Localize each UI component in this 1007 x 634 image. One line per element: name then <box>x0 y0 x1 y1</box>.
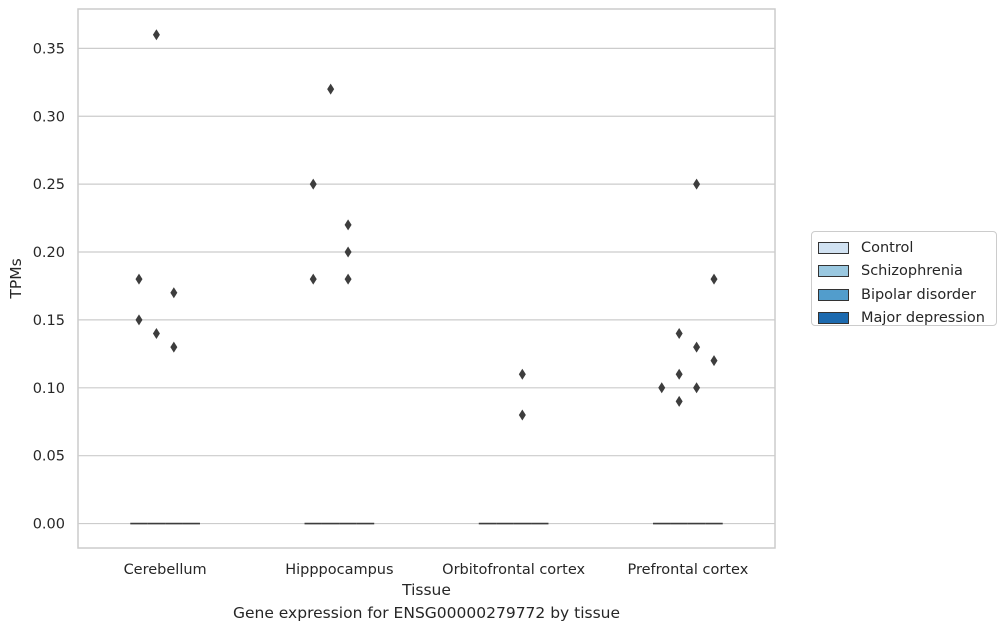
legend-label: Control <box>861 239 914 256</box>
outlier-point <box>135 314 143 326</box>
outlier-point <box>152 29 160 41</box>
outlier-point <box>344 219 352 231</box>
outlier-point <box>518 368 526 380</box>
y-tick-label: 0.10 <box>33 381 65 397</box>
y-axis-title: TPMs <box>7 258 25 299</box>
outlier-point <box>152 327 160 339</box>
legend-swatch <box>818 241 849 254</box>
outlier-point <box>675 395 683 407</box>
legend: Control Schizophrenia Bipolar disorder Majo… <box>811 231 997 326</box>
outlier-points <box>135 29 718 421</box>
x-tick-labels: Cerebellum Hipppocampus Orbitofrontal cort… <box>124 562 749 578</box>
x-tick-label: Prefrontal cortex <box>627 562 748 578</box>
outlier-point <box>309 273 317 285</box>
y-tick-label: 0.30 <box>33 109 65 125</box>
outlier-point <box>327 83 335 95</box>
y-tick-labels: 0.00 0.05 0.10 0.15 0.20 0.25 0.30 0.35 <box>33 41 65 532</box>
legend-swatch <box>818 312 849 325</box>
legend-item: Control <box>818 236 996 260</box>
outlier-point <box>710 273 718 285</box>
chart-caption: Gene expression for ENSG00000279772 by t… <box>232 604 621 622</box>
outlier-point <box>518 409 526 421</box>
outlier-point <box>344 273 352 285</box>
y-tick-label: 0.00 <box>33 517 65 533</box>
y-tick-label: 0.20 <box>33 245 65 261</box>
legend-label: Bipolar disorder <box>861 286 976 303</box>
plot-frame <box>77 8 776 549</box>
legend-item: Major depression <box>818 307 996 331</box>
outlier-point <box>135 273 143 285</box>
outlier-point <box>170 287 178 299</box>
outlier-point <box>710 355 718 367</box>
outlier-point <box>693 178 701 190</box>
outlier-point <box>344 246 352 258</box>
x-tick-label: Hipppocampus <box>285 562 393 578</box>
legend-label: Major depression <box>861 310 985 327</box>
grid-lines <box>78 47 775 525</box>
x-tick-label: Cerebellum <box>124 562 207 578</box>
y-tick-label: 0.25 <box>33 177 65 193</box>
x-axis-title: Tissue <box>401 581 451 599</box>
outlier-point <box>675 368 683 380</box>
y-tick-label: 0.35 <box>33 41 65 57</box>
legend-item: Bipolar disorder <box>818 283 996 307</box>
outlier-point <box>693 341 701 353</box>
outlier-point <box>658 382 666 394</box>
legend-swatch <box>818 288 849 301</box>
outlier-point <box>675 327 683 339</box>
legend-label: Schizophrenia <box>861 263 963 280</box>
outlier-point <box>693 382 701 394</box>
outlier-point <box>170 341 178 353</box>
y-tick-label: 0.05 <box>33 449 65 465</box>
legend-item: Schizophrenia <box>818 260 996 284</box>
x-tick-label: Orbitofrontal cortex <box>442 562 585 578</box>
y-tick-label: 0.15 <box>33 313 65 329</box>
legend-swatch <box>818 265 849 278</box>
outlier-point <box>309 178 317 190</box>
